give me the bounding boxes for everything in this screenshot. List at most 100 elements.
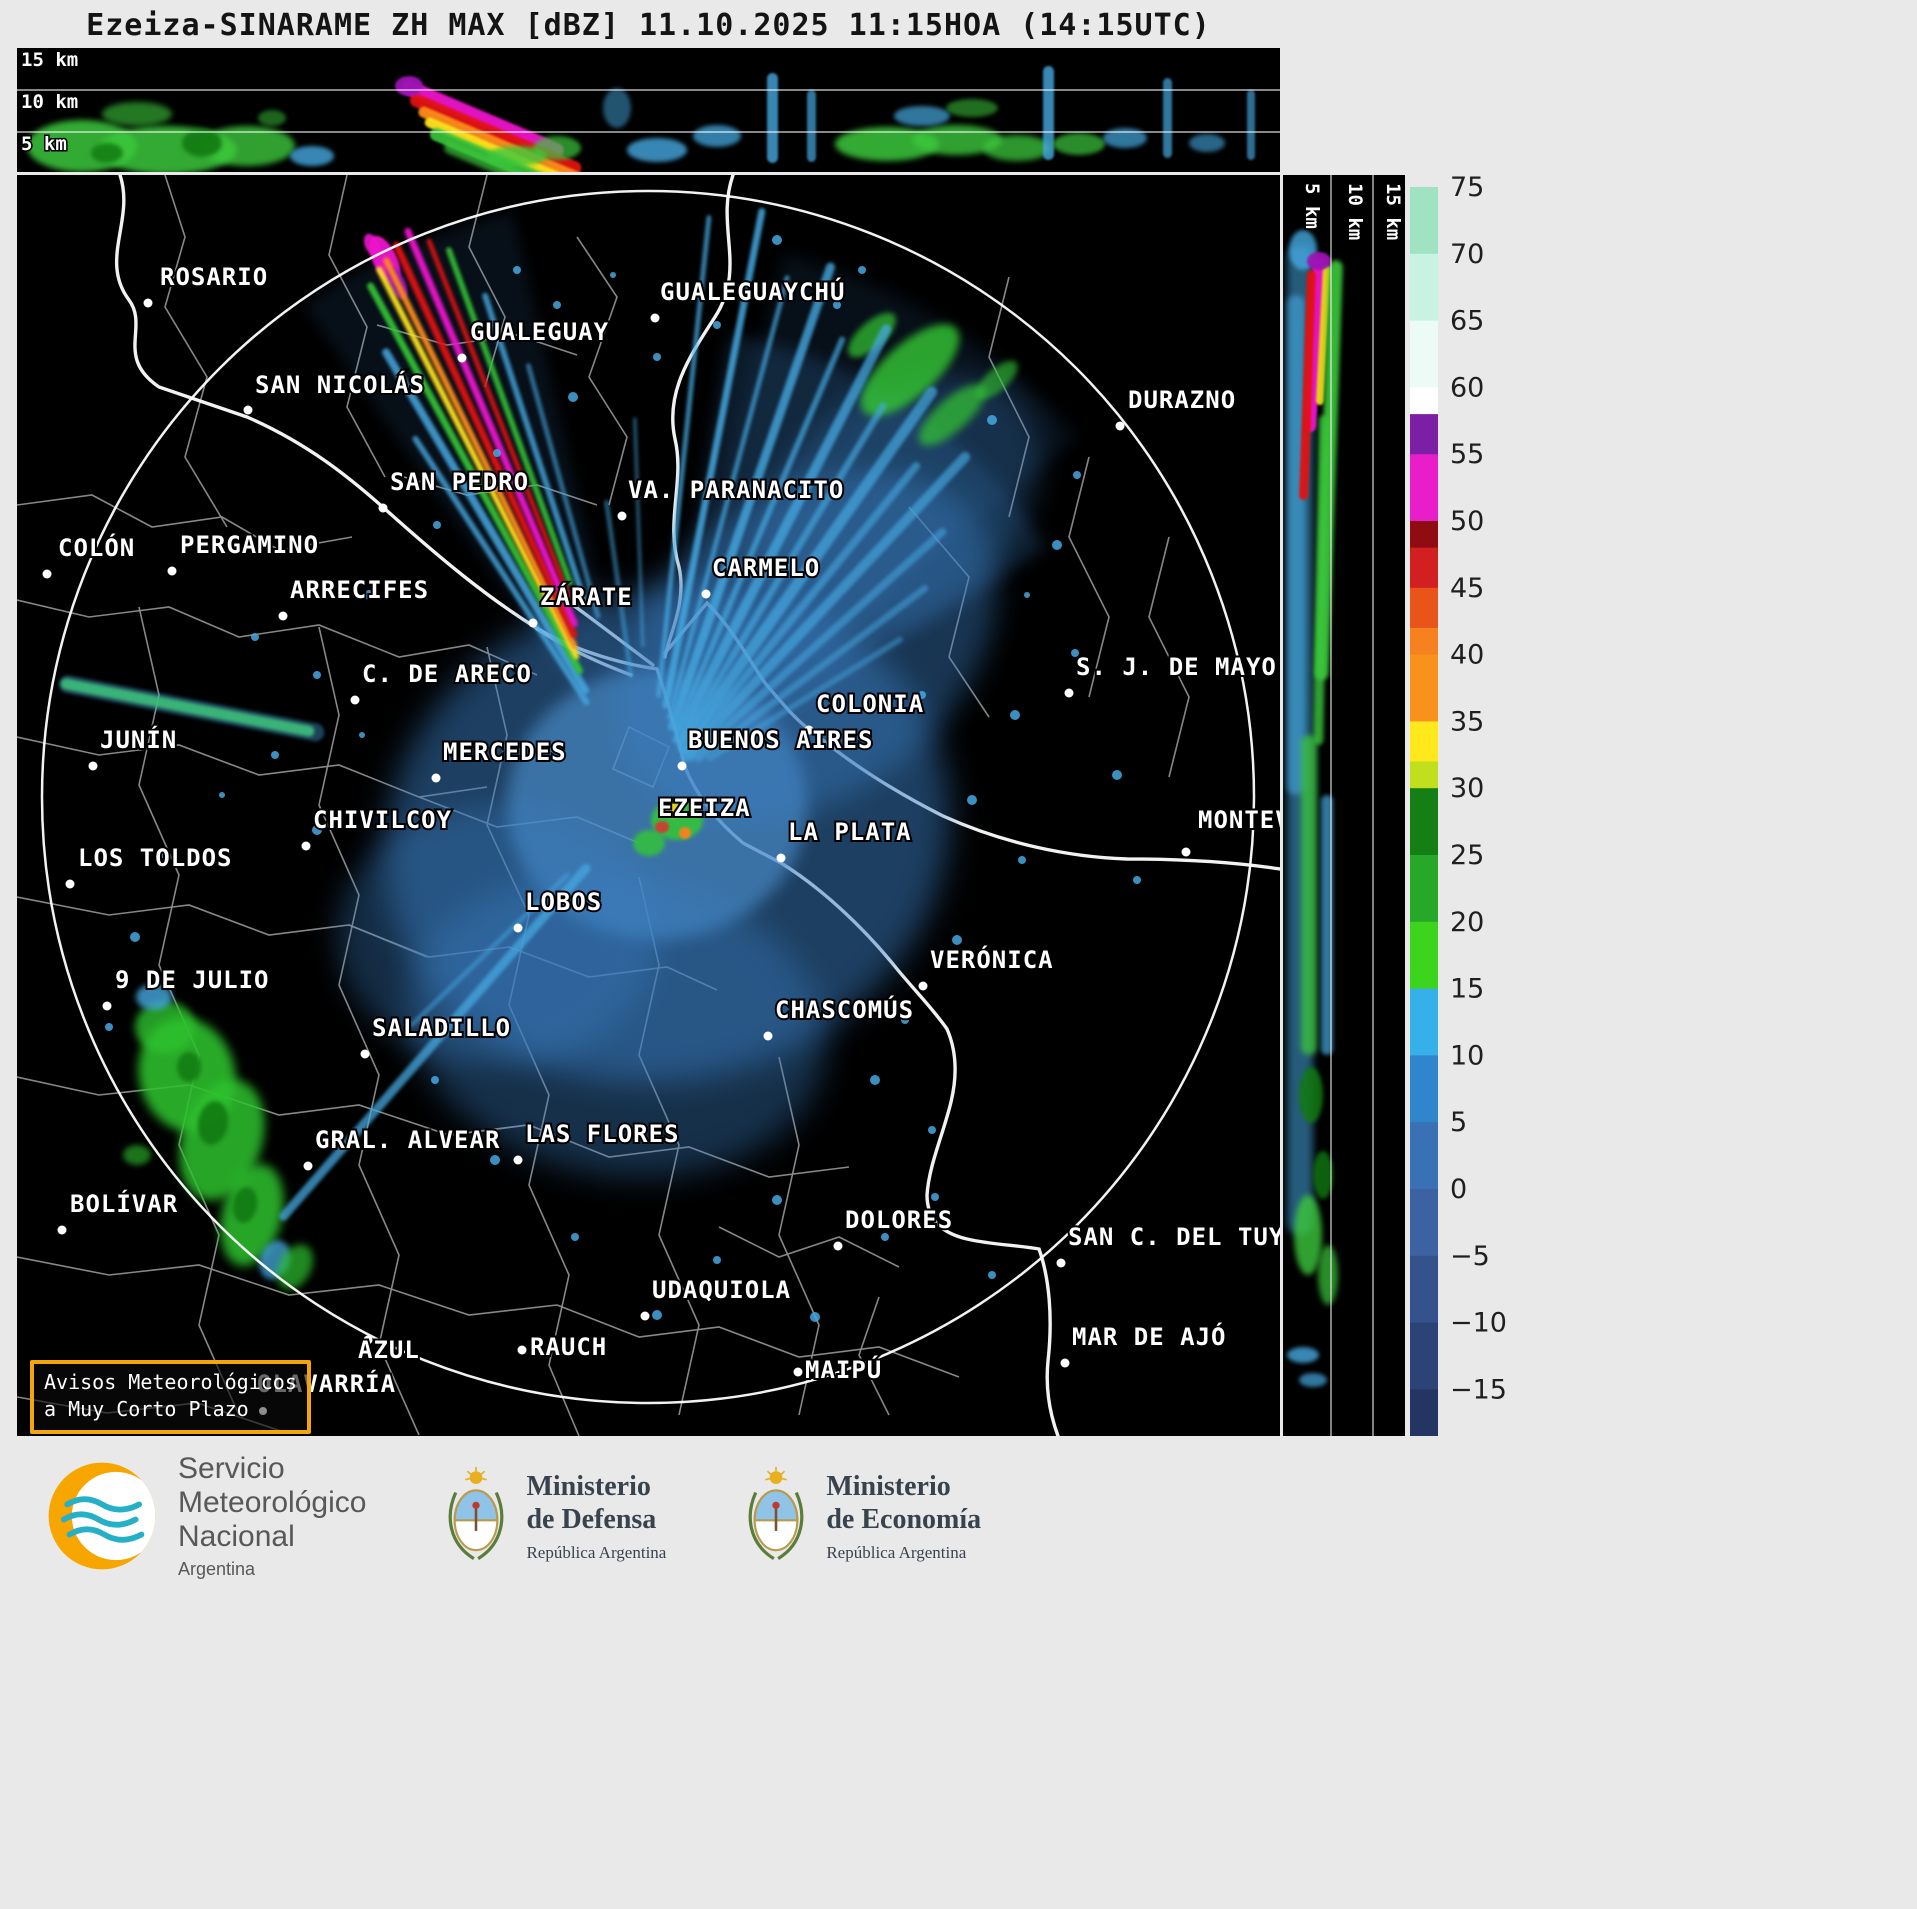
boundary-line xyxy=(17,599,538,676)
echo-blob xyxy=(1287,1347,1319,1363)
city-label: ARRECIFES xyxy=(290,576,429,604)
echo-dot xyxy=(952,935,962,945)
echo-dot xyxy=(772,235,782,245)
echo-dot xyxy=(987,415,997,425)
echo-blob xyxy=(848,312,896,358)
echo-ray xyxy=(666,275,790,720)
dbz-colorbar-panel: 75 70 65 60 55 50 45 40 35 30 25 20 15 10 5 0 −5 −10 −15 xyxy=(1410,175,1560,1436)
city-dot xyxy=(804,725,814,735)
echo-ray xyxy=(367,282,584,675)
city-dot xyxy=(363,1335,373,1345)
echo-ray xyxy=(706,636,903,762)
echo-blob xyxy=(894,106,950,126)
echo-blob xyxy=(444,141,630,172)
echo-ray xyxy=(687,528,947,762)
echo-blob xyxy=(123,1145,151,1165)
city-dot xyxy=(833,1241,843,1251)
echo-blob xyxy=(679,827,691,839)
echo-blob xyxy=(693,125,741,147)
echo-blob xyxy=(429,128,629,172)
radar-map: ROSARIO GUALEGUAYCHÚ GUALEGUAY SAN NICOLÁS D… xyxy=(17,175,1280,1436)
colorbar-segment xyxy=(1410,1322,1438,1390)
echo-dot xyxy=(713,321,721,329)
city-label: S. J. DE MAYO xyxy=(1076,653,1277,681)
colorbar-segment xyxy=(1410,788,1438,856)
echo-blob xyxy=(1313,415,1329,746)
echo-dot xyxy=(431,1076,439,1084)
colorbar-segment xyxy=(1410,988,1438,1056)
echo-dot xyxy=(1071,649,1079,657)
echo-blob xyxy=(807,90,816,162)
ministry-economia-text: Ministerio de Economía República Argenti… xyxy=(826,1470,981,1563)
echo-dot xyxy=(553,301,561,309)
echo-blob xyxy=(919,384,985,446)
city-label: AZUL xyxy=(358,1336,420,1364)
city-dot xyxy=(301,841,311,851)
city-dot xyxy=(360,1049,370,1059)
smn-name-line: Nacional xyxy=(178,1520,295,1553)
city-label: BUENOS AIRES xyxy=(688,726,873,754)
colorbar-tick-label: 50 xyxy=(1450,506,1484,537)
city-label: BOLÍVAR xyxy=(70,1189,178,1218)
colorbar-segment xyxy=(1410,1389,1438,1436)
altitude-label: 15 km xyxy=(1382,183,1404,240)
city-label: MAIPÚ xyxy=(805,1354,882,1384)
city-label: 9 DE JULIO xyxy=(115,966,270,994)
echo-ray xyxy=(604,499,634,679)
smn-country: Argentina xyxy=(178,1559,256,1579)
city-label: PERGAMINO xyxy=(180,531,319,559)
ministry-defensa-logo: Ministerio de Defensa República Argentin… xyxy=(444,1466,666,1566)
right-cross-section: 5 km 10 km 15 km xyxy=(1287,175,1405,1436)
colorbar-segment xyxy=(1410,627,1438,656)
city-label: RAUCH xyxy=(530,1333,607,1361)
colorbar-tick-label: 55 xyxy=(1450,439,1484,470)
city-dot xyxy=(513,1155,523,1165)
echo-blob xyxy=(1307,252,1331,270)
city-dot xyxy=(763,1031,773,1041)
echo-dot xyxy=(652,1310,662,1320)
echo-ray xyxy=(672,324,892,745)
echo-dot xyxy=(251,633,259,641)
echo-ray xyxy=(695,584,929,763)
city-dot xyxy=(517,1345,527,1355)
echo-dot xyxy=(988,1271,996,1279)
echo-blob xyxy=(1287,295,1305,795)
echo-dot xyxy=(967,795,977,805)
boundary-line xyxy=(164,175,228,528)
city-label: JUNÍN xyxy=(100,725,177,754)
echo-ray xyxy=(383,257,578,650)
echo-blob xyxy=(983,135,1051,161)
city-dot xyxy=(457,353,467,363)
city-label: SAN C. DEL TUYÚ xyxy=(1068,1221,1280,1251)
echo-blob xyxy=(1103,128,1147,148)
echo-blob xyxy=(290,146,334,166)
echo-dot xyxy=(881,1233,889,1241)
echo-dot xyxy=(928,1126,936,1134)
echo-blob xyxy=(258,110,286,126)
echo-blob xyxy=(395,76,423,96)
boundary-line xyxy=(1068,456,1110,698)
echo-dot xyxy=(513,266,521,274)
boundary-line xyxy=(448,1124,850,1178)
echo-blob xyxy=(1315,265,1331,406)
boundary-line xyxy=(468,175,506,388)
echo-blob xyxy=(401,80,564,158)
colorbar-tick-label: 35 xyxy=(1450,706,1484,737)
echo-blob xyxy=(1313,1151,1333,1199)
city-label: GRAL. ALVEAR xyxy=(315,1126,500,1154)
main-radar-map-panel: ROSARIO GUALEGUAYCHÚ GUALEGUAY SAN NICOLÁS D… xyxy=(17,175,1280,1436)
echo-dot xyxy=(1018,856,1026,864)
echo-blob xyxy=(860,324,960,416)
city-dot xyxy=(1060,1358,1070,1368)
city-label: SALADILLO xyxy=(372,1014,511,1042)
city-label: LOS TOLDOS xyxy=(78,844,233,872)
city-label: UDAQUIOLA xyxy=(652,1276,791,1304)
echo-dot xyxy=(571,1233,579,1241)
echo-ray xyxy=(681,461,921,756)
echo-ray xyxy=(525,363,601,619)
colorbar-tick-label: 30 xyxy=(1450,773,1484,804)
boundary-line xyxy=(718,1226,900,1268)
ministry-economia-logo: Ministerio de Economía República Argenti… xyxy=(744,1466,981,1566)
warning-line-2: a Muy Corto Plazo xyxy=(44,1396,297,1423)
